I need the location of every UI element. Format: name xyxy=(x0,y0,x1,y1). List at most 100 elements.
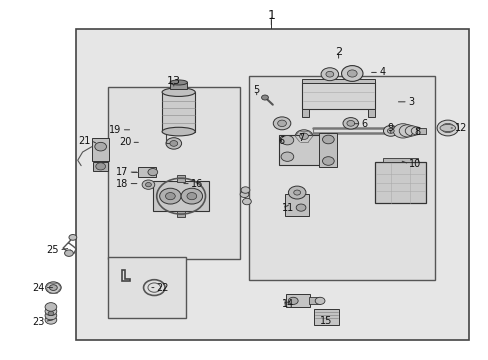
Text: 19: 19 xyxy=(109,125,122,135)
Circle shape xyxy=(342,118,358,129)
Circle shape xyxy=(383,126,397,136)
Circle shape xyxy=(48,311,54,316)
Text: 17: 17 xyxy=(116,167,128,177)
Text: 21: 21 xyxy=(79,136,91,145)
Circle shape xyxy=(145,183,151,187)
Text: 6: 6 xyxy=(278,136,284,146)
Text: 3: 3 xyxy=(407,97,413,107)
Circle shape xyxy=(293,190,300,195)
Bar xyxy=(108,87,239,259)
Bar xyxy=(319,133,336,167)
Circle shape xyxy=(295,130,312,143)
Circle shape xyxy=(281,152,293,161)
Circle shape xyxy=(186,193,196,200)
Circle shape xyxy=(405,126,418,136)
Circle shape xyxy=(277,120,286,127)
Text: 2: 2 xyxy=(334,46,342,57)
Circle shape xyxy=(288,186,305,199)
Bar xyxy=(177,175,184,182)
Text: 13: 13 xyxy=(166,76,181,86)
Circle shape xyxy=(281,135,293,145)
Bar xyxy=(314,309,338,325)
Ellipse shape xyxy=(162,127,195,136)
Circle shape xyxy=(386,129,393,134)
Circle shape xyxy=(315,297,325,305)
Text: 7: 7 xyxy=(298,133,304,143)
Circle shape xyxy=(142,180,155,189)
Circle shape xyxy=(273,117,290,130)
Circle shape xyxy=(241,187,249,193)
Bar xyxy=(153,181,209,211)
Bar xyxy=(177,211,184,217)
Bar xyxy=(76,30,468,339)
Ellipse shape xyxy=(439,125,455,132)
Text: 4: 4 xyxy=(378,67,385,77)
Bar xyxy=(309,297,320,305)
Circle shape xyxy=(436,120,458,136)
Circle shape xyxy=(261,95,268,100)
Text: 12: 12 xyxy=(454,123,467,133)
Bar xyxy=(108,257,185,318)
Bar xyxy=(278,135,320,165)
Circle shape xyxy=(96,163,105,170)
Text: 15: 15 xyxy=(320,316,332,325)
Bar xyxy=(169,82,187,89)
Circle shape xyxy=(95,142,106,151)
Circle shape xyxy=(165,138,181,149)
Bar xyxy=(92,138,109,161)
Circle shape xyxy=(321,68,338,81)
Text: 18: 18 xyxy=(116,179,128,189)
Bar xyxy=(383,158,417,162)
Circle shape xyxy=(45,316,57,324)
Circle shape xyxy=(45,307,57,316)
Circle shape xyxy=(325,71,333,77)
Text: 23: 23 xyxy=(32,317,44,327)
Text: 10: 10 xyxy=(408,159,421,169)
Bar xyxy=(416,128,426,134)
Circle shape xyxy=(45,303,57,311)
Circle shape xyxy=(159,188,181,204)
Circle shape xyxy=(69,234,77,240)
Text: 1: 1 xyxy=(267,9,275,22)
Circle shape xyxy=(49,285,57,291)
Circle shape xyxy=(341,66,362,81)
Circle shape xyxy=(322,135,333,144)
Bar xyxy=(93,162,108,171)
Circle shape xyxy=(392,124,412,138)
Text: 24: 24 xyxy=(32,283,44,293)
Circle shape xyxy=(288,297,298,305)
Bar xyxy=(285,194,309,216)
Circle shape xyxy=(410,127,421,135)
Bar xyxy=(367,109,374,117)
Circle shape xyxy=(45,311,57,320)
Bar xyxy=(249,76,434,280)
Bar xyxy=(302,78,374,83)
Circle shape xyxy=(398,125,415,137)
Ellipse shape xyxy=(162,88,195,96)
Circle shape xyxy=(296,204,305,211)
Bar xyxy=(302,82,374,109)
Text: 14: 14 xyxy=(282,299,294,309)
Text: 11: 11 xyxy=(282,203,294,213)
Bar xyxy=(138,167,156,177)
Circle shape xyxy=(64,250,73,256)
Text: 20: 20 xyxy=(119,138,131,147)
Bar xyxy=(374,162,425,203)
Bar xyxy=(162,92,195,132)
Text: 9: 9 xyxy=(387,123,393,133)
Circle shape xyxy=(346,121,354,126)
Circle shape xyxy=(148,168,158,176)
Text: 22: 22 xyxy=(157,283,169,293)
Bar xyxy=(285,294,310,307)
Circle shape xyxy=(240,191,248,198)
Ellipse shape xyxy=(169,80,187,85)
Circle shape xyxy=(181,188,202,204)
Circle shape xyxy=(322,157,333,165)
Circle shape xyxy=(165,193,175,200)
Bar xyxy=(302,109,309,117)
Circle shape xyxy=(169,140,177,146)
Circle shape xyxy=(299,133,308,139)
Circle shape xyxy=(441,123,453,133)
Circle shape xyxy=(242,198,251,205)
Text: 8: 8 xyxy=(413,127,420,136)
